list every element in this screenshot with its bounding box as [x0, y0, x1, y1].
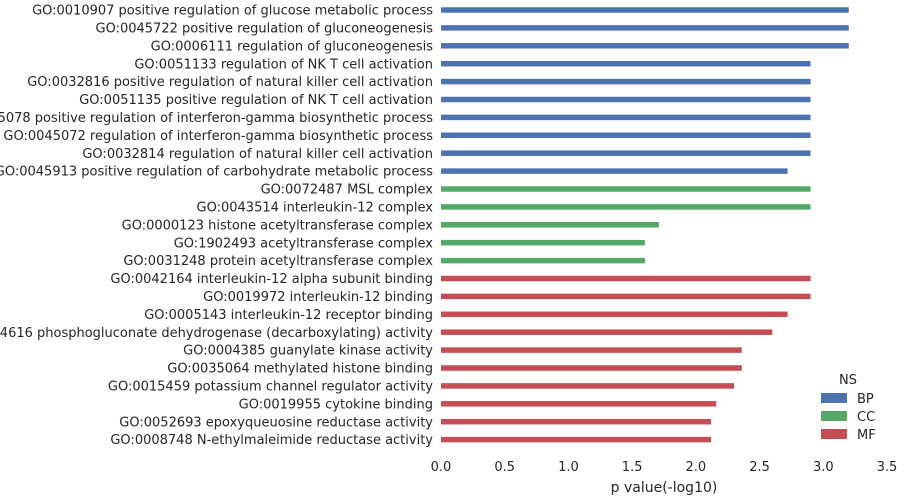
category-label: GO:0051135 positive regulation of NK T c… — [79, 93, 433, 108]
x-tick-label: 2.0 — [686, 460, 707, 475]
category-label: GO:0005143 interleukin-12 receptor bindi… — [144, 308, 433, 323]
category-label: GO:1902493 acetyltransferase complex — [174, 236, 434, 251]
bar-bp-1 — [441, 25, 849, 31]
legend-label-cc: CC — [857, 410, 875, 425]
x-tick-label: 1.0 — [558, 460, 579, 475]
category-label: GO:0006111 regulation of gluconeogenesis — [151, 39, 434, 54]
x-tick-label: 0.5 — [494, 460, 515, 475]
x-axis-label: p value(-log10) — [611, 480, 718, 496]
category-label: GO:0045078 positive regulation of interf… — [0, 111, 433, 126]
bar-mf-23 — [441, 418, 712, 425]
x-tick-label: 3.0 — [813, 460, 834, 475]
legend-swatch-mf — [821, 429, 847, 439]
bar-bp-0 — [441, 7, 849, 13]
category-label: GO:0043514 interleukin-12 complex — [197, 201, 434, 216]
category-label: GO:0032816 positive regulation of natura… — [27, 75, 433, 90]
bars-group — [441, 7, 849, 443]
x-tick-label: 3.5 — [877, 460, 898, 475]
category-labels-group: GO:0010907 positive regulation of glucos… — [0, 4, 433, 449]
bar-cc-14 — [441, 257, 645, 264]
legend-label-mf: MF — [857, 428, 876, 443]
bar-cc-12 — [441, 222, 659, 228]
bar-mf-16 — [441, 293, 811, 300]
category-label: GO:0010907 positive regulation of glucos… — [32, 4, 433, 19]
bar-bp-2 — [441, 43, 849, 49]
category-label: GO:0031248 protein acetyltransferase com… — [123, 254, 433, 269]
category-label: GO:0019955 cytokine binding — [239, 397, 433, 412]
bar-bp-9 — [441, 168, 788, 174]
bar-mf-15 — [441, 275, 811, 282]
bar-mf-18 — [441, 329, 773, 335]
x-tick-label: 1.5 — [622, 460, 643, 475]
bar-bp-3 — [441, 60, 811, 67]
bar-mf-19 — [441, 347, 742, 353]
category-label: GO:0045722 positive regulation of glucon… — [96, 22, 434, 37]
bar-mf-17 — [441, 311, 788, 318]
category-label: GO:0008748 N-ethylmaleimide reductase ac… — [110, 433, 433, 448]
x-tick-label: 2.5 — [749, 460, 770, 475]
category-label: GO:0045072 regulation of interferon-gamm… — [3, 129, 433, 144]
category-label: GO:0051133 regulation of NK T cell activ… — [134, 57, 433, 72]
bar-mf-24 — [441, 436, 712, 443]
x-tick-label: 0.0 — [431, 460, 452, 475]
category-label: GO:0032814 regulation of natural killer … — [82, 147, 433, 162]
legend: NS BP CC MF — [821, 373, 876, 443]
category-label: GO:0035064 methylated histone binding — [167, 362, 433, 377]
category-label: GO:0015459 potassium channel regulator a… — [108, 380, 433, 395]
category-label: GO:0004385 guanylate kinase activity — [183, 344, 433, 359]
bar-mf-21 — [441, 383, 735, 389]
bar-cc-11 — [441, 204, 811, 210]
bar-mf-22 — [441, 401, 717, 407]
category-label: GO:0042164 interleukin-12 alpha subunit … — [110, 272, 433, 287]
category-label: GO:0019972 interleukin-12 binding — [203, 290, 433, 305]
legend-swatch-cc — [821, 411, 847, 421]
category-label: GO:0004616 phosphogluconate dehydrogenas… — [0, 326, 433, 341]
legend-title: NS — [839, 373, 857, 388]
category-label: GO:0045913 positive regulation of carboh… — [0, 165, 433, 180]
legend-swatch-bp — [821, 393, 847, 403]
bar-bp-5 — [441, 96, 811, 103]
bar-bp-6 — [441, 114, 811, 121]
category-label: GO:0000123 histone acetyltransferase com… — [122, 218, 434, 233]
bar-mf-20 — [441, 365, 742, 371]
category-label: GO:0052693 epoxyqueuosine reductase acti… — [119, 415, 433, 430]
bar-bp-8 — [441, 150, 811, 156]
category-label: GO:0072487 MSL complex — [261, 183, 434, 198]
legend-label-bp: BP — [857, 392, 874, 407]
x-tick-labels-group: 0.0 0.5 1.0 1.5 2.0 2.5 3.0 3.5 — [431, 460, 898, 475]
bar-bp-4 — [441, 78, 811, 85]
bar-bp-7 — [441, 132, 811, 139]
bar-cc-13 — [441, 239, 645, 246]
bar-cc-10 — [441, 186, 811, 192]
